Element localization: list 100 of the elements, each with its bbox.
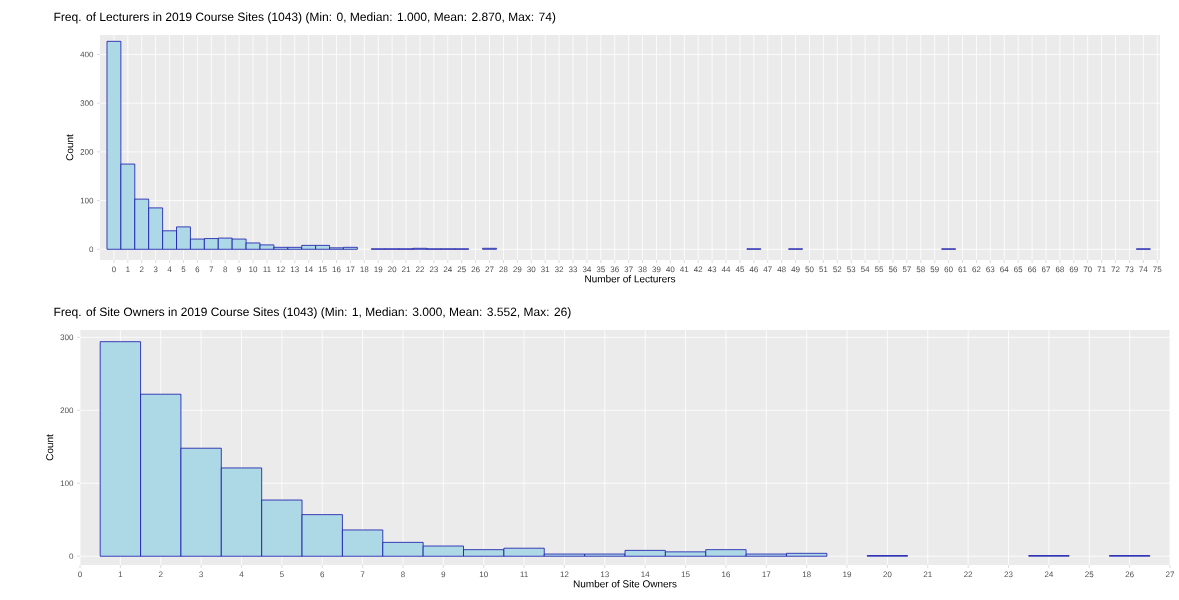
x-tick-label: 14 [304,266,313,273]
y-tick-label: 200 [80,149,94,155]
x-tick-label: 3 [199,571,203,578]
x-tick-label: 15 [681,571,690,578]
x-tick-label: 20 [883,571,892,578]
x-tick-label: 46 [749,266,758,273]
x-tick-label: 44 [721,266,731,273]
y-tick-label: 400 [80,51,94,58]
x-tick-label: 61 [958,266,967,273]
x-tick-label: 64 [1000,266,1009,273]
x-tick-label: 40 [666,266,675,273]
x-tick-label: 17 [346,266,355,273]
x-tick-label: 56 [888,266,898,273]
x-tick-label: 65 [1014,266,1023,273]
x-tick-label: 7 [360,571,365,578]
x-tick-label: 53 [847,266,856,273]
x-tick-label: 2 [158,571,163,578]
x-tick-label: 8 [223,266,228,273]
x-tick-label: 39 [652,266,661,273]
x-tick-label: 69 [1069,266,1078,273]
x-tick-label: 25 [457,266,466,273]
x-tick-label: 8 [401,571,405,578]
x-tick-label: 3 [153,266,158,273]
x-tick-label: 55 [874,266,884,273]
x-tick-label: 7 [209,266,214,273]
x-tick-label: 74 [1139,266,1148,273]
x-tick-label: 12 [277,266,285,273]
x-tick-label: 47 [763,266,772,273]
x-axis-title: Number of Lecturers [585,275,676,283]
x-tick-label: 1 [118,571,123,578]
x-tick-label: 18 [360,266,369,273]
x-tick-label: 63 [986,266,995,273]
x-tick-label: 71 [1097,266,1106,273]
x-tick-label: 29 [513,266,522,273]
x-tick-label: 68 [1055,266,1064,273]
x-tick-label: 4 [167,266,172,273]
x-tick-label: 22 [415,266,425,273]
x-tick-label: 41 [680,266,689,273]
x-tick-label: 73 [1125,266,1134,273]
x-tick-label: 11 [263,266,271,273]
x-tick-label: 23 [1004,571,1013,578]
x-tick-label: 26 [471,266,480,273]
x-tick-label: 24 [1044,571,1054,578]
x-tick-label: 6 [195,266,200,273]
x-tick-label: 20 [388,266,397,273]
x-tick-label: 9 [441,571,446,578]
x-tick-label: 34 [582,266,592,273]
x-tick-label: 10 [479,571,488,578]
x-tick-label: 38 [638,266,647,273]
x-tick-label: 13 [290,266,299,273]
x-tick-label: 5 [181,266,186,273]
x-tick-label: 50 [805,266,814,273]
x-tick-label: 28 [499,266,508,273]
x-tick-label: 57 [902,266,911,273]
x-tick-label: 54 [860,266,870,273]
x-tick-label: 27 [485,266,494,273]
x-tick-label: 19 [843,571,852,578]
x-tick-label: 33 [568,266,578,273]
x-tick-label: 18 [802,571,811,578]
x-tick-label: 75 [1153,266,1162,273]
y-tick-label: 300 [80,100,94,107]
x-tick-label: 70 [1083,266,1092,273]
x-tick-label: 15 [318,266,327,273]
x-tick-label: 37 [624,266,633,273]
x-tick-label: 31 [541,266,550,273]
x-tick-label: 1 [126,266,130,273]
x-tick-label: 11 [520,571,528,578]
x-tick-label: 45 [735,266,745,273]
x-tick-label: 59 [930,266,939,273]
x-tick-label: 0 [112,266,116,273]
x-tick-label: 22 [964,571,973,578]
y-tick-label: 0 [69,553,74,560]
x-tick-label: 24 [443,266,453,273]
x-tick-label: 52 [833,266,842,273]
y-tick-label: 100 [60,480,74,487]
x-tick-label: 48 [777,266,786,273]
x-tick-label: 42 [693,266,703,273]
x-tick-label: 49 [791,266,800,273]
x-tick-label: 26 [1125,571,1134,578]
x-tick-label: 30 [527,266,536,273]
y-axis-title: Count [66,134,74,161]
x-tick-label: 36 [610,266,619,273]
x-tick-label: 21 [923,571,932,578]
x-tick-label: 14 [641,571,650,578]
x-tick-label: 21 [402,266,411,273]
x-tick-label: 2 [139,266,144,273]
x-tick-label: 62 [972,266,981,273]
x-tick-label: 17 [762,571,771,578]
x-tick-label: 66 [1028,266,1037,273]
x-tick-label: 25 [1085,571,1094,578]
y-tick-label: 0 [89,246,94,253]
y-tick-label: 200 [60,407,74,414]
y-tick-label: 100 [80,197,94,204]
x-tick-label: 58 [916,266,925,273]
x-tick-label: 16 [332,266,341,273]
x-tick-label: 32 [554,266,564,273]
x-tick-label: 5 [279,571,284,578]
chart-title: Freq. of Lecturers in 2019 Course Sites (1043) (Min: 0, Median: 1.000, Mean: 2.870, Max: 74) [54,12,556,24]
x-tick-label: 6 [320,571,325,578]
x-tick-label: 12 [560,571,569,578]
